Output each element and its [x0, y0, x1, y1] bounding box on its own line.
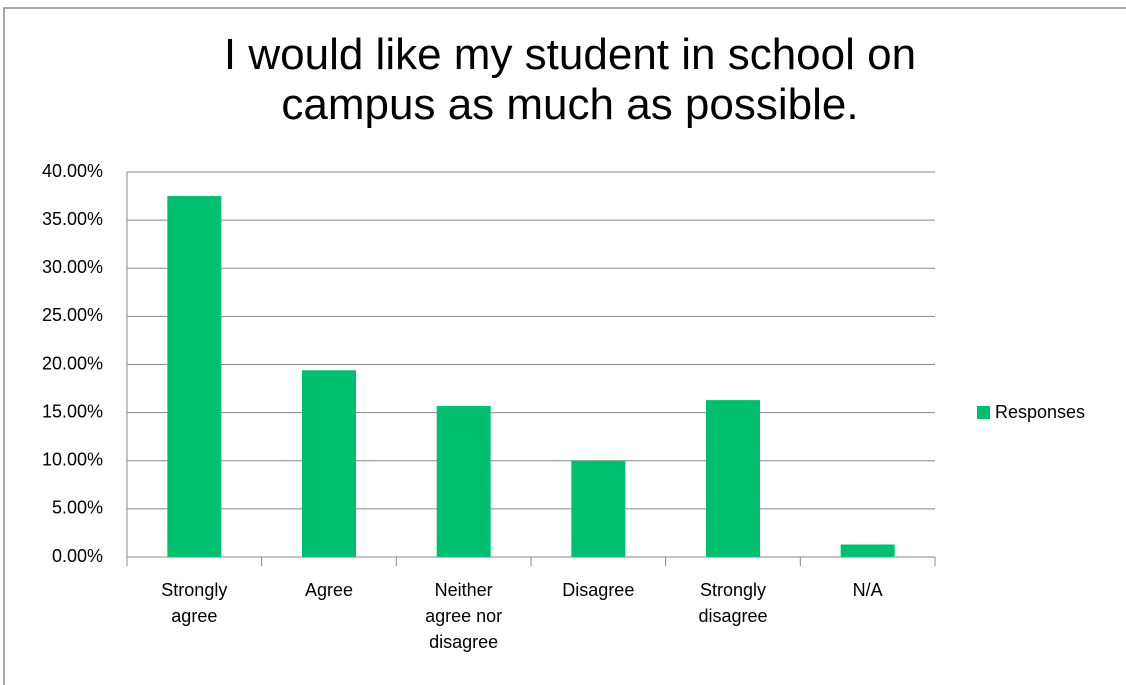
- bar: [840, 544, 895, 557]
- bar: [302, 370, 356, 557]
- bar: [706, 400, 760, 557]
- y-tick-label: 30.00%: [42, 257, 103, 277]
- y-tick-label: 40.00%: [42, 161, 103, 181]
- x-tick-label: Neither agree nor disagree: [425, 580, 503, 652]
- bar: [571, 460, 626, 557]
- bar: [167, 196, 222, 557]
- x-tick-label: Agree: [304, 580, 354, 600]
- y-tick-label: 25.00%: [42, 305, 103, 325]
- y-tick-label: 20.00%: [42, 353, 103, 373]
- legend-swatch: [977, 406, 990, 419]
- y-tick-label: 35.00%: [42, 209, 103, 229]
- bar: [436, 405, 491, 557]
- title-box: I would like my student in school on cam…: [223, 30, 917, 129]
- x-tick-label: Disagree: [562, 580, 635, 600]
- x-tick-label: Strongly agree: [161, 580, 228, 626]
- chart-title: I would like my student in school on cam…: [223, 30, 917, 129]
- chart-border: [3, 7, 1126, 685]
- y-tick-label: 0.00%: [52, 546, 103, 566]
- x-tick-label: N/A: [852, 580, 883, 600]
- y-tick-label: 10.00%: [42, 450, 103, 470]
- y-tick-label: 15.00%: [42, 401, 103, 421]
- x-tick-label: Strongly disagree: [698, 580, 768, 626]
- y-tick-label: 5.00%: [52, 498, 103, 518]
- legend-label: Responses: [995, 402, 1085, 422]
